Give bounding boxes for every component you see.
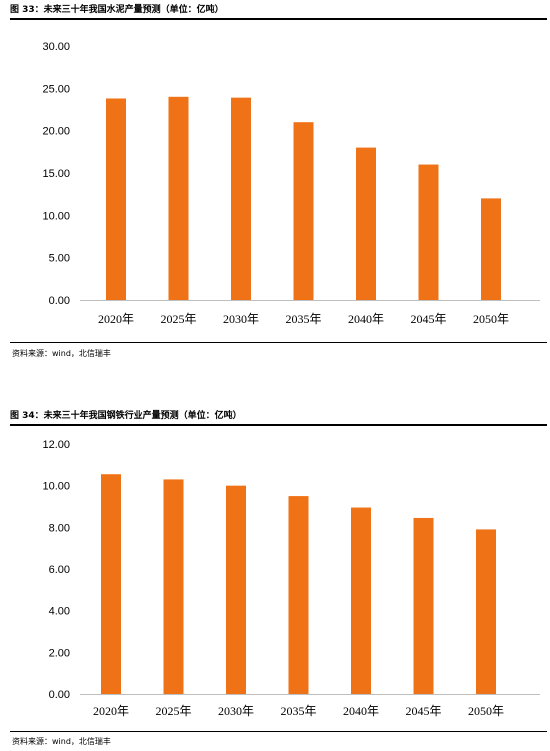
- bar: [476, 529, 496, 694]
- y-tick-label: 4.00: [49, 606, 70, 618]
- y-tick-label: 2.00: [49, 647, 70, 659]
- y-tick-label: 25.00: [42, 83, 70, 95]
- bar: [293, 122, 314, 300]
- x-tick-label: 2045年: [405, 704, 441, 718]
- bar: [288, 496, 309, 694]
- bar: [106, 98, 126, 300]
- y-tick-label: 5.00: [49, 253, 70, 265]
- y-tick-label: 12.00: [42, 439, 70, 451]
- bar: [351, 507, 371, 694]
- figure-34-bottom-rule: [10, 731, 547, 732]
- bar: [481, 198, 501, 300]
- y-tick-label: 15.00: [42, 168, 70, 180]
- bar: [231, 97, 251, 300]
- bar: [163, 479, 184, 694]
- x-tick-label: 2020年: [93, 704, 129, 718]
- bar: [413, 517, 434, 694]
- figure-33-title: 图 33：未来三十年我国水泥产量预测（单位：亿吨）: [10, 5, 224, 15]
- figure-34-top-rule: [10, 424, 547, 426]
- x-tick-label: 2040年: [343, 704, 379, 718]
- figure-33-source: 资料来源：wind，北信瑞丰: [12, 349, 111, 358]
- x-tick-label: 2045年: [410, 312, 446, 326]
- x-tick-label: 2025年: [160, 312, 196, 326]
- y-tick-label: 0.00: [49, 295, 70, 307]
- figure-33-top-rule: [10, 18, 547, 20]
- bar: [226, 485, 246, 694]
- y-tick-label: 20.00: [42, 126, 70, 138]
- y-tick-label: 10.00: [42, 210, 70, 222]
- y-tick-label: 30.00: [42, 41, 70, 53]
- x-tick-label: 2025年: [155, 704, 191, 718]
- chart-cement-output: 0.00 5.00 10.00 15.00 20.00 25.00 30.00 2020年 20…: [42, 41, 540, 326]
- chart-steel-output: 0.00 2.00 4.00 6.00 8.00 10.00 12.00 2020年 2025年…: [42, 439, 540, 718]
- bar: [356, 147, 376, 300]
- x-tick-label: 2035年: [280, 704, 316, 718]
- figure-33-bottom-rule: [10, 342, 547, 343]
- bar: [101, 474, 121, 694]
- x-tick-label: 2035年: [285, 312, 321, 326]
- bar: [168, 96, 189, 300]
- x-tick-label: 2020年: [98, 312, 134, 326]
- figure-34-source: 资料来源：wind，北信瑞丰: [12, 737, 111, 746]
- x-tick-label: 2030年: [223, 312, 259, 326]
- y-tick-label: 6.00: [49, 564, 70, 576]
- x-tick-label: 2030年: [218, 704, 254, 718]
- y-tick-label: 10.00: [42, 481, 70, 493]
- x-tick-label: 2050年: [473, 312, 509, 326]
- y-tick-label: 8.00: [49, 522, 70, 534]
- bar: [418, 164, 439, 300]
- y-tick-label: 0.00: [49, 689, 70, 701]
- figure-34-title: 图 34：未来三十年我国钢铁行业产量预测（单位：亿吨）: [10, 411, 242, 421]
- x-tick-label: 2040年: [348, 312, 384, 326]
- x-tick-label: 2050年: [468, 704, 504, 718]
